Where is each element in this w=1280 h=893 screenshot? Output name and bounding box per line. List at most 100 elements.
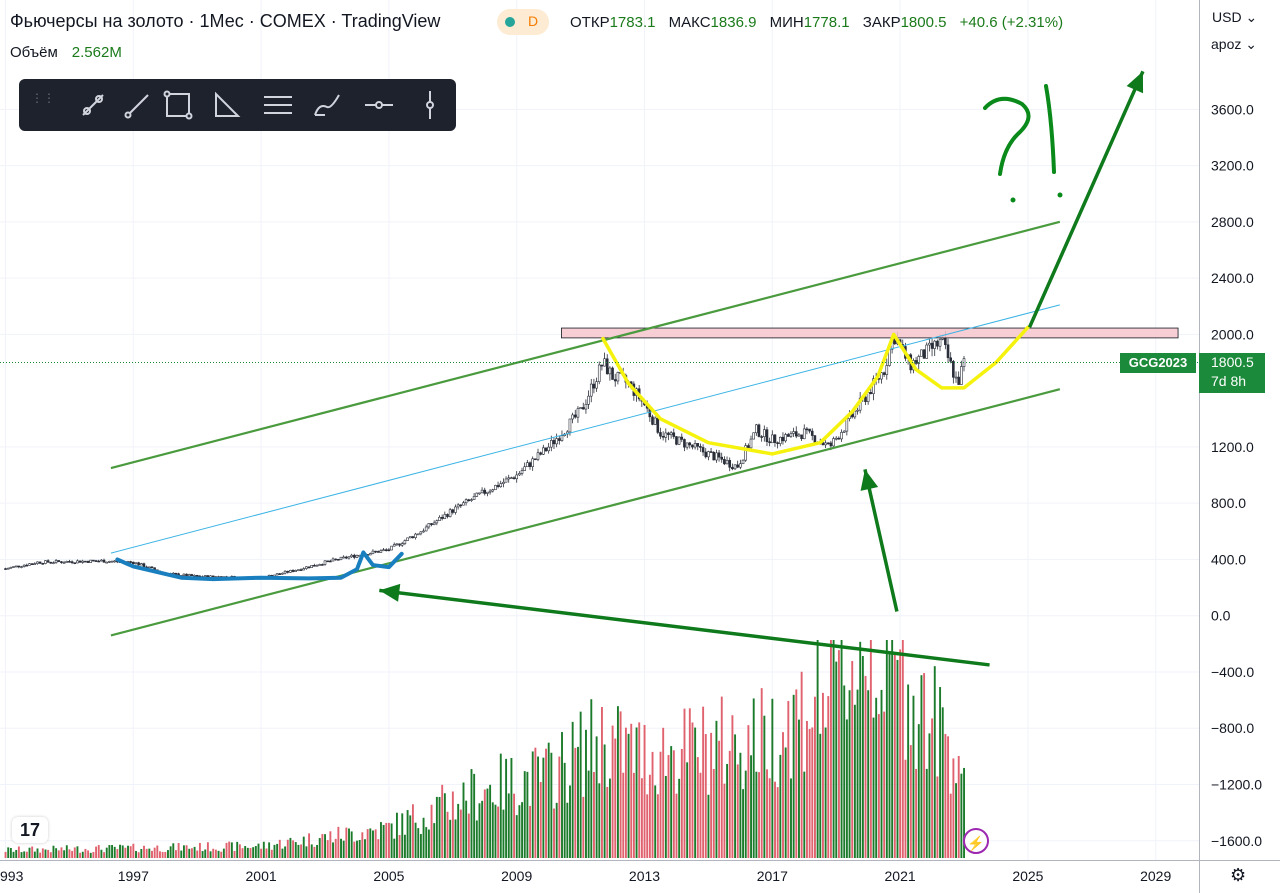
triangle-icon[interactable] bbox=[208, 87, 244, 123]
candle-body bbox=[379, 550, 383, 553]
candle-body bbox=[773, 434, 777, 443]
rectangle-icon[interactable] bbox=[160, 87, 196, 123]
volume-bar bbox=[92, 851, 95, 858]
volume-bar bbox=[742, 789, 745, 858]
lightning-icon[interactable]: ⚡ bbox=[963, 828, 989, 854]
x-tick-label: 2025 bbox=[1012, 868, 1043, 884]
candle-body bbox=[132, 561, 135, 564]
drag-handle-icon[interactable]: ⋮⋮ bbox=[31, 91, 55, 105]
candle-body bbox=[187, 574, 191, 577]
candle-body bbox=[763, 429, 766, 437]
volume-bar bbox=[348, 828, 350, 858]
volume-bar bbox=[877, 714, 880, 858]
candle-body bbox=[100, 559, 103, 562]
volume-bar bbox=[513, 793, 516, 858]
drawing-toolbar[interactable]: ⋮⋮ bbox=[19, 79, 456, 131]
candle-body bbox=[36, 561, 39, 564]
volume-bar bbox=[257, 843, 260, 858]
y-tick-label: 2000.0 bbox=[1211, 326, 1254, 342]
scale-selector[interactable]: apoz ⌄ bbox=[1211, 36, 1257, 53]
volume-bar bbox=[401, 813, 404, 858]
price-axis[interactable]: 3600.0 3200.0 2800.0 2400.0 2000.0 1200.0 800.… bbox=[1211, 101, 1262, 848]
volume-bar bbox=[148, 848, 151, 858]
y-tick-label: 1200.0 bbox=[1211, 439, 1254, 455]
time-axis[interactable]: 993 1997 2001 2005 2009 2013 2017 2021 2025 2029 bbox=[0, 868, 1171, 884]
ray-icon[interactable] bbox=[120, 87, 156, 123]
volume-bar bbox=[238, 844, 241, 858]
volume-label: Объём bbox=[10, 44, 58, 61]
volume-bar bbox=[73, 847, 76, 858]
volume-bar bbox=[427, 829, 430, 858]
market-status-badge[interactable]: D bbox=[497, 9, 549, 35]
candle-body bbox=[805, 428, 809, 431]
candle-body bbox=[446, 514, 449, 517]
volume-bar bbox=[79, 852, 82, 858]
volume-bar bbox=[856, 689, 859, 858]
candle-body bbox=[544, 447, 548, 452]
candle-body bbox=[435, 520, 439, 524]
volume-bar bbox=[880, 689, 883, 858]
volume-bar bbox=[369, 828, 372, 858]
candle-body bbox=[755, 424, 758, 434]
volume-bar bbox=[912, 695, 915, 858]
volume-bar bbox=[49, 852, 52, 858]
y-tick-label: −1200.0 bbox=[1211, 776, 1262, 792]
volume-bar bbox=[779, 754, 782, 858]
gear-icon[interactable]: ⚙ bbox=[1230, 865, 1247, 885]
volume-bar bbox=[590, 699, 593, 858]
candle-body bbox=[411, 536, 415, 538]
volume-bar bbox=[430, 804, 433, 858]
candle-body bbox=[765, 429, 769, 442]
candle-body bbox=[462, 502, 465, 506]
volume-bar bbox=[284, 846, 287, 858]
volume-bar bbox=[872, 717, 875, 858]
volume-bar bbox=[758, 772, 760, 858]
volume-bar bbox=[81, 851, 84, 858]
horizontal-ray-icon[interactable] bbox=[361, 87, 397, 123]
parallel-channel-icon[interactable] bbox=[260, 87, 296, 123]
arrow-head-icon bbox=[860, 469, 879, 491]
volume-bar bbox=[957, 755, 960, 858]
tradingview-logo-icon[interactable]: 17 bbox=[12, 817, 48, 843]
candle-body bbox=[321, 564, 324, 566]
candle-body bbox=[483, 489, 487, 494]
volume-bar bbox=[614, 738, 617, 858]
x-tick-label: 1997 bbox=[118, 868, 149, 884]
candle-body bbox=[62, 562, 66, 564]
candle-body bbox=[496, 485, 500, 487]
volume-bar bbox=[483, 789, 486, 858]
volume-bar bbox=[286, 839, 289, 858]
volume-bar bbox=[601, 706, 603, 858]
volume-bar bbox=[382, 824, 385, 858]
volume-bar bbox=[542, 757, 545, 858]
volume-bar bbox=[534, 747, 537, 858]
brush-icon[interactable] bbox=[309, 87, 345, 123]
volume-bar bbox=[222, 848, 225, 858]
currency-selector[interactable]: USD ⌄ bbox=[1212, 9, 1257, 26]
candle-body bbox=[941, 337, 945, 340]
low-value: 1778.1 bbox=[803, 14, 850, 31]
candle-body bbox=[102, 559, 106, 563]
volume-bar bbox=[909, 745, 912, 858]
trend-line-icon[interactable] bbox=[75, 87, 111, 123]
volume-bar bbox=[960, 773, 963, 858]
volume-bar bbox=[667, 755, 670, 858]
candle-body bbox=[571, 414, 574, 420]
candle-body bbox=[427, 523, 431, 528]
candle-body bbox=[368, 553, 372, 556]
candle-body bbox=[190, 574, 194, 577]
volume-bar bbox=[489, 784, 492, 858]
volume-bar bbox=[316, 844, 319, 858]
volume-bar bbox=[246, 847, 249, 858]
candle-body bbox=[914, 360, 918, 364]
vertical-line-icon[interactable] bbox=[412, 87, 448, 123]
symbol-tag: GCG2023 bbox=[1120, 353, 1196, 373]
candle-body bbox=[922, 349, 926, 359]
candle-body bbox=[424, 526, 428, 532]
volume-bar bbox=[750, 755, 752, 858]
volume-bar bbox=[228, 841, 231, 858]
volume-bar bbox=[356, 840, 358, 858]
volume-bar bbox=[864, 675, 867, 858]
volume-bar bbox=[699, 772, 702, 858]
